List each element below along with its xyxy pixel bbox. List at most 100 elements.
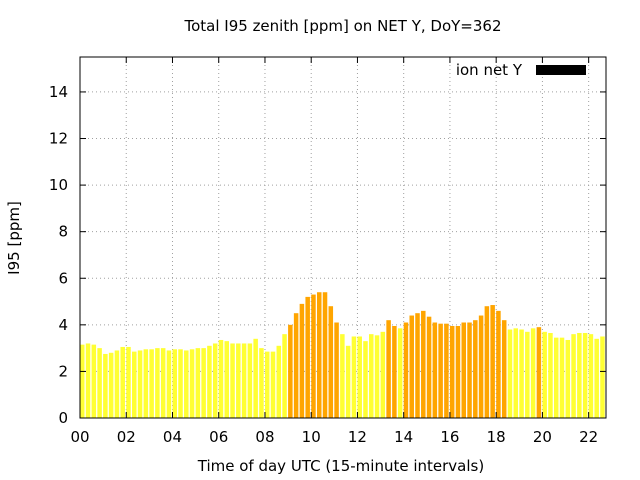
bar <box>432 322 438 418</box>
bar <box>166 350 172 418</box>
bar <box>316 292 322 418</box>
bar <box>409 315 414 418</box>
bar <box>305 296 310 418</box>
bar <box>594 338 599 418</box>
bar <box>351 336 357 418</box>
bar <box>201 348 206 418</box>
bar <box>270 351 276 418</box>
legend-swatch <box>536 65 586 75</box>
bar <box>160 348 166 418</box>
bar <box>513 328 519 418</box>
bar <box>288 324 293 418</box>
x-tick-label: 08 <box>255 428 274 446</box>
x-axis-label: Time of day UTC (15-minute intervals) <box>197 457 484 475</box>
legend-label: ion net Y <box>456 61 523 79</box>
bar <box>461 322 467 418</box>
x-tick-label: 12 <box>348 428 367 446</box>
bar <box>91 344 97 418</box>
bar <box>97 348 102 418</box>
bar <box>449 326 455 418</box>
x-tick-label: 18 <box>487 428 506 446</box>
x-tick-label: 04 <box>163 428 182 446</box>
bar <box>530 328 536 418</box>
bar <box>224 341 230 418</box>
bar <box>403 322 409 418</box>
bar <box>357 336 362 418</box>
bar <box>397 328 403 418</box>
x-tick-label: 06 <box>209 428 228 446</box>
bar <box>577 332 582 418</box>
bar <box>478 315 484 418</box>
bar <box>501 320 507 418</box>
bar <box>345 345 351 418</box>
bar <box>126 346 131 418</box>
bar <box>444 323 449 418</box>
x-tick-label: 16 <box>440 428 459 446</box>
bar <box>542 331 547 418</box>
bar <box>253 338 258 418</box>
bar <box>525 331 530 418</box>
bar <box>484 306 490 418</box>
bar <box>241 343 247 418</box>
y-tick-label: 0 <box>58 409 68 427</box>
bar <box>519 329 524 418</box>
bar <box>426 316 432 418</box>
bar <box>137 350 143 418</box>
bar <box>108 352 114 418</box>
bar <box>259 348 264 418</box>
bar <box>293 313 299 418</box>
bar <box>264 351 270 418</box>
x-tick-label: 00 <box>70 428 89 446</box>
y-tick-label: 8 <box>58 223 68 241</box>
bar <box>247 343 253 418</box>
bar <box>340 334 345 418</box>
bar <box>380 331 386 418</box>
y-tick-label: 10 <box>49 176 68 194</box>
bar <box>386 320 391 418</box>
x-tick-label: 02 <box>117 428 136 446</box>
y-axis-label: I95 [ppm] <box>5 201 23 275</box>
bar <box>195 348 201 418</box>
bar <box>334 322 339 418</box>
bar <box>311 294 316 418</box>
bar <box>276 345 282 418</box>
bar <box>120 346 125 418</box>
bar <box>438 323 443 418</box>
bar <box>565 339 571 418</box>
bar <box>132 351 137 418</box>
bar <box>588 334 594 418</box>
y-tick-label: 2 <box>58 362 68 380</box>
bar <box>490 305 495 418</box>
bar <box>189 349 195 418</box>
bar-layer <box>80 292 605 418</box>
bar <box>496 310 501 418</box>
bar <box>369 334 374 418</box>
bar <box>548 332 553 418</box>
plot-frame <box>79 56 607 419</box>
bar <box>536 327 542 418</box>
bar <box>328 306 334 418</box>
bar <box>363 341 368 418</box>
bar <box>322 292 328 418</box>
bar <box>178 349 183 418</box>
x-tick-label: 20 <box>533 428 552 446</box>
x-tick-label: 14 <box>394 428 413 446</box>
bar <box>114 350 120 418</box>
bar <box>374 335 380 418</box>
bar <box>600 336 605 418</box>
chart-title: Total I95 zenith [ppm] on NET Y, DoY=362 <box>183 17 501 35</box>
bar <box>172 349 177 418</box>
bar <box>207 345 212 418</box>
x-tick-label: 10 <box>302 428 321 446</box>
bar <box>571 334 576 418</box>
bar <box>559 337 565 418</box>
bar <box>149 349 154 418</box>
bar <box>236 343 241 418</box>
bar <box>421 310 426 418</box>
bar <box>415 313 420 418</box>
legend: ion net Y <box>456 61 586 79</box>
bar <box>230 343 235 418</box>
bar <box>299 303 305 418</box>
bar <box>212 343 218 418</box>
